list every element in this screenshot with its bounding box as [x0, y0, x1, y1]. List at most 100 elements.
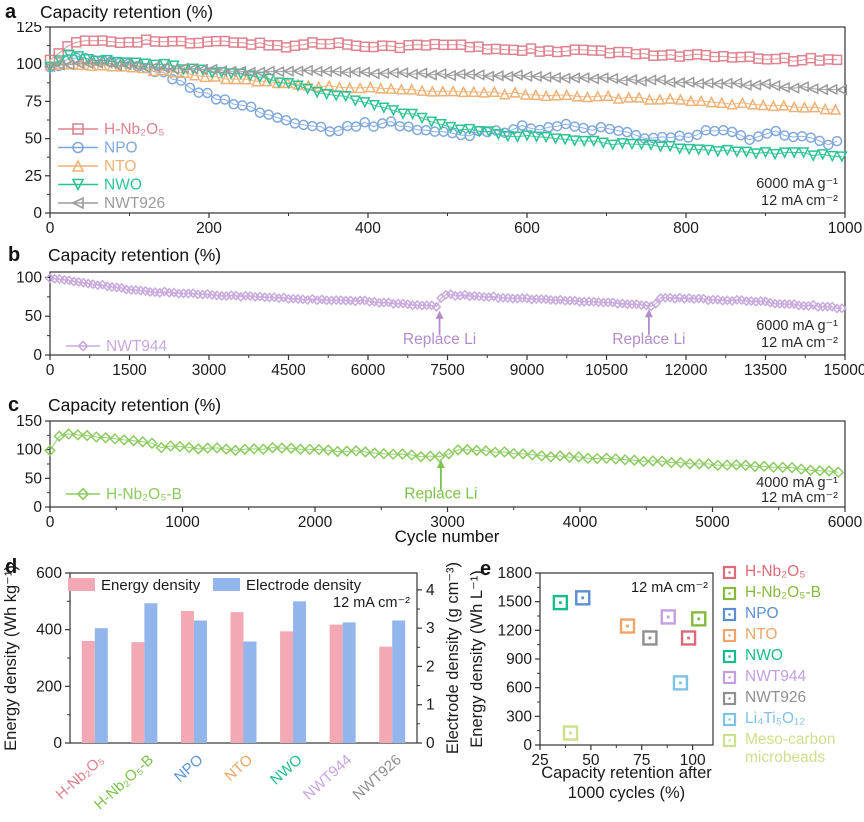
text-shape: 1 [426, 697, 435, 714]
polygon-shape [521, 130, 533, 142]
polygon-shape [426, 85, 439, 97]
text-shape: NPO [104, 140, 138, 157]
polygon-shape [302, 294, 313, 306]
legend-item-Li₄Ti₅O₁₂: Li₄Ti₅O₁₂ [722, 710, 864, 728]
energy-bar-NWO [280, 631, 294, 743]
polygon-shape [507, 447, 520, 460]
polygon-shape [778, 81, 790, 94]
text-shape: 600 [36, 565, 62, 582]
rect-shape [72, 123, 84, 135]
polygon-shape [568, 135, 581, 147]
polygon-shape [788, 100, 800, 113]
text-shape: 6000 mA g⁻¹ [756, 318, 838, 334]
polygon-shape [683, 76, 695, 88]
text-shape: 1500 [498, 594, 533, 611]
point-NWT944 [660, 609, 676, 625]
polygon-shape [230, 72, 242, 85]
polygon-shape [396, 67, 409, 79]
polygon-shape [266, 441, 279, 454]
scatter-points [552, 590, 707, 741]
polygon-shape [526, 449, 539, 461]
polygon-shape [517, 448, 529, 460]
legend-marker-icon [722, 733, 737, 748]
polygon-shape [364, 80, 377, 93]
polygon-shape [282, 77, 295, 90]
polygon-shape [120, 57, 133, 69]
point-NWT926 [642, 630, 658, 646]
polygon-shape [238, 443, 251, 456]
polygon-shape [375, 82, 387, 94]
text-shape: NWT944 [106, 338, 168, 355]
polygon-shape [633, 91, 645, 103]
polygon-shape [502, 131, 514, 143]
text-shape: 125 [16, 22, 42, 36]
polygon-shape [311, 87, 323, 99]
panel-e-legend: H-Nb₂O₅ H-Nb₂O₅-B NPO NTO NWO NWT944 NWT926 Li₄… [722, 563, 864, 767]
polygon-shape [197, 289, 208, 300]
left-axis-label: Energy density (Wh kg⁻¹) [2, 565, 20, 751]
legend-marker-icon [722, 670, 737, 685]
point-Li₄Ti₅O₁₂ [672, 675, 689, 691]
polygon-shape [759, 147, 772, 159]
legend-label: Li₄Ti₅O₁₂ [745, 710, 806, 727]
panel-a-chart: 0 200 400 600 800 1000 0 25 50 75 100 125 H-Nb₂O₅ NPO… [16, 22, 862, 237]
panel-c-chart: 0 1000 2000 3000 4000 5000 6000 0 50 100 150 H-Nb₂O… [16, 413, 863, 528]
text-shape: 6000 [828, 514, 863, 528]
polygon-shape [302, 79, 315, 91]
text-shape: NWO [104, 177, 142, 194]
polygon-shape [645, 139, 657, 151]
polygon-shape [607, 139, 619, 152]
polygon-shape [359, 97, 371, 109]
polygon-shape [154, 287, 165, 298]
text-shape: 400 [355, 220, 381, 237]
polygon-shape [273, 77, 285, 89]
text-shape: 10500 [585, 362, 628, 379]
polygon-shape [199, 70, 211, 83]
text-shape: 4500 [271, 362, 306, 379]
polygon-shape [387, 105, 400, 117]
polygon-shape [654, 141, 667, 153]
polygon-shape [797, 147, 810, 159]
polygon-shape [612, 92, 625, 104]
text-shape: 100 [16, 269, 42, 286]
polygon-shape [53, 430, 66, 442]
polygon-shape [43, 60, 56, 73]
polygon-shape [340, 445, 353, 458]
rect-shape [728, 634, 731, 637]
polygon-shape [832, 466, 845, 479]
circle-shape [315, 121, 327, 133]
polygon-shape [749, 79, 762, 91]
polygon-shape [685, 94, 697, 107]
polygon-shape [235, 291, 246, 302]
polygon-shape [561, 88, 573, 101]
category-label: NWT944 [300, 751, 355, 803]
polygon-shape [836, 303, 847, 314]
polygon-shape [767, 99, 780, 112]
y-axis-label: Energy density (Wh L⁻¹) [470, 570, 486, 747]
rect-shape [722, 649, 737, 664]
polyline-shape [49, 39, 838, 62]
text-shape: 100 [16, 442, 42, 459]
rect-shape [722, 586, 737, 601]
polygon-shape [740, 146, 753, 159]
circle-shape [770, 125, 782, 137]
legend-marker-icon [722, 691, 737, 706]
polygon-shape [827, 301, 838, 312]
polygon-shape [588, 135, 600, 148]
legend-label: Meso-carbon microbeads [745, 731, 836, 766]
polygon-shape [664, 92, 676, 104]
text-shape: 25 [25, 168, 42, 185]
polygon-shape [443, 447, 455, 460]
legend: H-Nb₂O₅-B [66, 486, 182, 503]
polygon-shape [445, 289, 456, 300]
right-axis-label: Electrode density (g cm⁻³) [444, 562, 462, 754]
polygon-shape [803, 300, 814, 312]
polygon-shape [350, 444, 362, 457]
polygon-shape [511, 69, 523, 81]
text-shape: Energy density [101, 577, 201, 594]
polygon-shape [643, 93, 656, 105]
polygon-shape [597, 137, 610, 149]
rect-shape [666, 615, 670, 619]
polygon-shape [473, 69, 485, 81]
polygon-shape [730, 77, 743, 89]
